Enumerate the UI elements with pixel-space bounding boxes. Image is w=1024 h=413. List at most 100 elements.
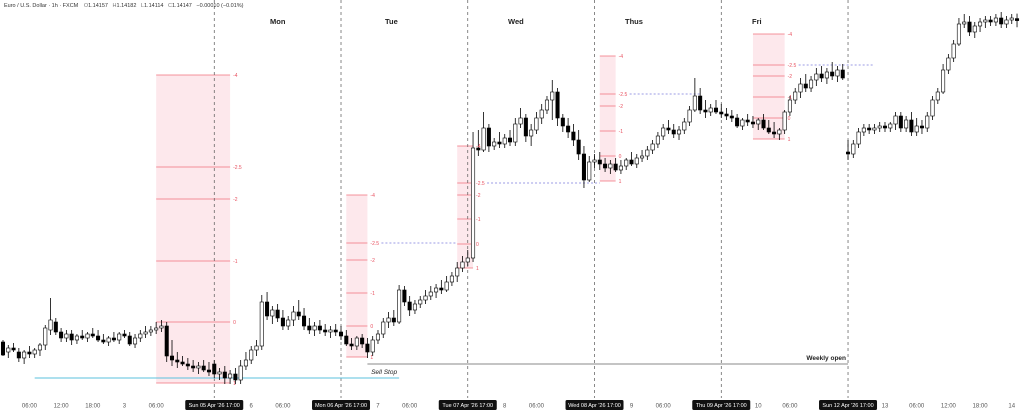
candle-body [53,321,58,333]
candle-body [882,125,888,129]
ohlc-value: 1.14182 [117,3,137,9]
candle-body [434,287,439,293]
candle-body [291,311,296,321]
candle-body [544,99,550,111]
candle-body [206,369,211,373]
candle-body [777,129,782,135]
ohlc-letter: L [141,3,144,9]
candle-body [809,79,814,89]
fib-label: -2 [233,197,238,203]
ohlc-value: 1.14157 [88,3,108,9]
candle-body [402,289,407,303]
candle-body [761,119,766,129]
candle-body [692,95,697,111]
candle-body [914,125,919,133]
candle-body [27,351,32,355]
candle-body [507,137,513,143]
fib-label: -2 [619,104,624,110]
x-tick-label: 06:00 [275,404,291,410]
candle-body [476,147,481,151]
candle-body [59,331,64,339]
candle-body [259,301,264,347]
candle-body [96,335,101,341]
candle-body [439,287,444,291]
x-tick-label: Thu 09 Apr '26 17:00 [696,403,747,409]
candle-body [317,325,322,331]
candle-body [608,163,613,169]
x-tick-label: 12:00 [54,404,70,410]
x-tick-label: Tue 07 Apr '26 17:00 [442,403,493,409]
day-label: Fri [752,17,762,26]
candle-body [824,71,829,79]
candle-body [154,327,159,331]
fib-label: -2 [476,193,481,199]
candle-body [1004,19,1009,25]
candle-body [48,319,53,331]
candle-body [0,341,6,356]
candle-body [666,127,671,131]
candle-body [624,159,629,167]
day-label: Tue [385,17,398,26]
candle-body [597,159,602,165]
candle-body [703,109,708,113]
candle-body [661,127,666,137]
x-tick-label: 06:00 [656,404,672,410]
candle-body [888,123,893,129]
fib-label: 0 [476,242,479,248]
candle-body [677,129,682,135]
candle-body [418,299,423,305]
fib-label: -2.5 [476,181,485,187]
candle-body [502,137,507,145]
candle-body [724,113,729,117]
candle-body [117,333,122,341]
candle-body [159,325,164,329]
candle-body [412,303,417,311]
candle-body [455,267,460,277]
candle-body [1015,18,1020,21]
candle-body [581,153,586,181]
candle-body [43,327,48,346]
fib-label: -1 [788,95,793,101]
candle-body [787,99,792,113]
candle-body [407,301,412,311]
candle-body [286,319,291,327]
highlight-tick-box [692,400,751,410]
candle-body [386,317,391,323]
candle-body [898,115,903,129]
candle-body [571,131,576,141]
candle-body [560,117,565,127]
x-tick-label: 06:00 [402,404,418,410]
x-tick-label: 06:00 [22,404,38,410]
candle-body [698,95,703,111]
candle-body [735,117,740,127]
change: −0.00010 (−0.01%) [196,3,243,9]
candle-body [492,141,497,147]
candle-body [814,73,819,81]
x-tick-label: 12:00 [941,404,957,410]
candle-body [296,311,301,317]
candle-body [270,309,275,317]
candle-body [513,123,518,143]
candle-body [381,321,386,335]
candle-body [550,91,555,101]
candle-body [951,43,956,59]
symbol: Euro / U.S. Dollar · 1h · FXCM [4,3,79,9]
fib-label: -4 [233,73,238,79]
candle-body [798,83,803,93]
candle-body [872,127,877,131]
fib-label: 0 [619,154,622,160]
fib-label: -2.5 [370,241,379,247]
fib-box [599,56,616,181]
candle-body [127,335,132,345]
candle-body [370,339,375,353]
candle-body [307,325,312,331]
candle-body [333,329,338,333]
candle-body [534,117,539,131]
candle-body [988,19,993,23]
x-tick-label: 8 [503,404,507,410]
fib-label: 1 [476,266,479,272]
candle-body [375,333,380,341]
candle-body [465,257,470,263]
